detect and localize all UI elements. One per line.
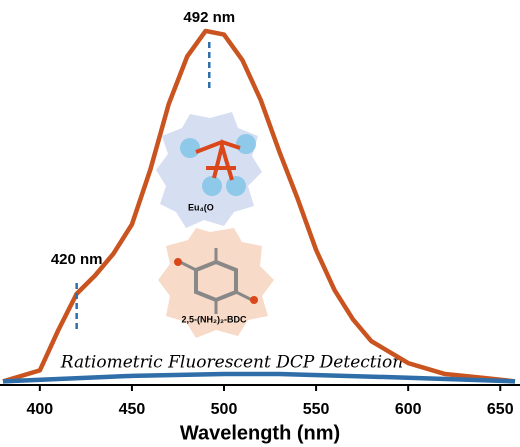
annotation-label: 420 nm [51, 251, 103, 268]
x-tick-label: 500 [211, 401, 238, 418]
x-tick-label: 450 [119, 401, 146, 418]
x-axis-label: Wavelength (nm) [180, 422, 340, 444]
annotation-label: 492 nm [183, 9, 235, 26]
x-tick-label: 600 [395, 401, 422, 418]
caption: Ratiometric Fluorescent DCP Detection [60, 353, 403, 373]
x-tick-label: 650 [487, 401, 514, 418]
inset-label: Eu₄(O [188, 202, 214, 212]
spectrum-line [2, 371, 516, 384]
inset-mof [156, 112, 262, 228]
inset-label: 2,5-(NH₂)₂-BDC [182, 314, 247, 324]
x-tick-label: 400 [26, 401, 53, 418]
spectrum-line [2, 28, 516, 384]
inset-linker [158, 228, 274, 338]
x-tick-label: 550 [303, 401, 330, 418]
